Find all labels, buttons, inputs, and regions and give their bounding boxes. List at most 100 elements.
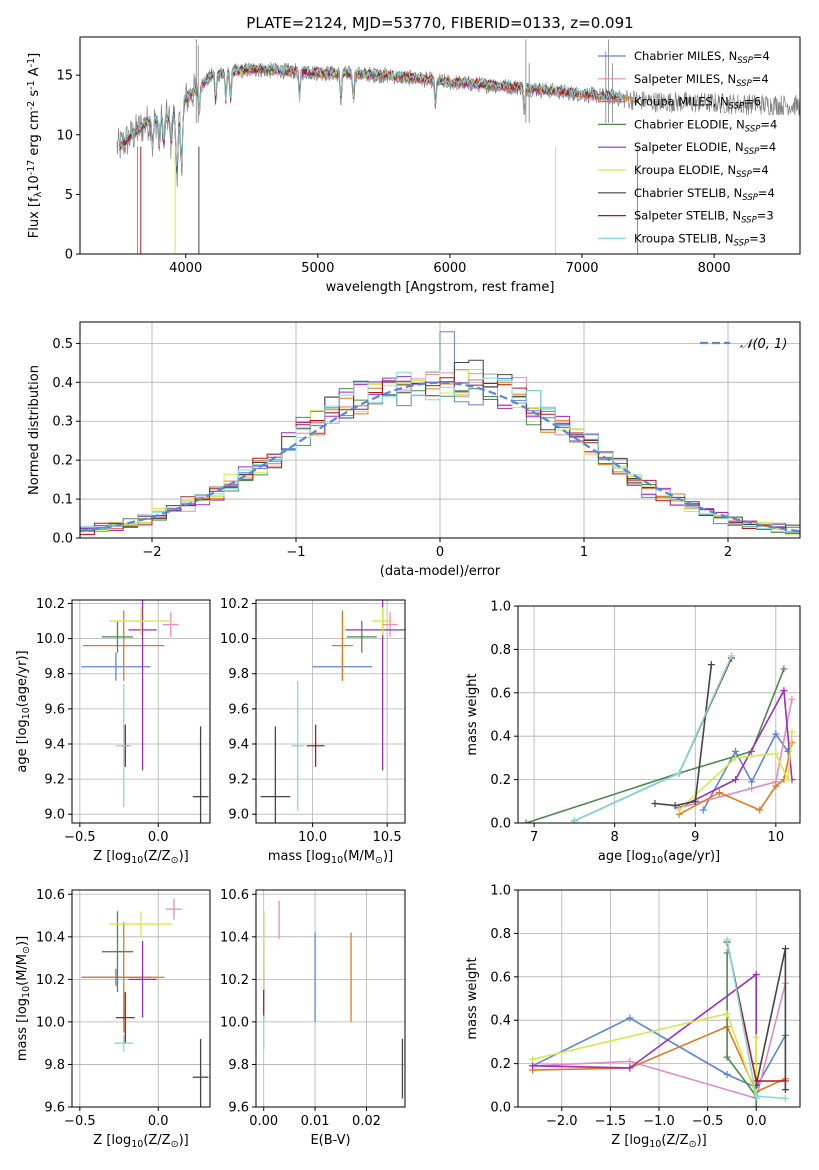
weight-line [654, 664, 713, 807]
y-tick-label: 0.4 [52, 376, 73, 391]
legend-entry: Kroupa ELODIE, NSSP=4 [634, 163, 769, 180]
y-tick-label: 10.4 [220, 930, 249, 945]
x-tick-label: −0.5 [64, 830, 96, 845]
axes-frame [71, 599, 211, 824]
panel-age-vs-mass: 10.0 10.5 9.0 9.2 9.4 9.6 9.8 10.0 10.2 mass [log… [220, 597, 406, 866]
errorbar-point [101, 621, 134, 653]
x-tick-label: 5000 [301, 261, 334, 276]
errorbar-point [291, 680, 304, 811]
weight-marker [752, 1092, 760, 1100]
y-axis-label: mass weight [465, 957, 480, 1039]
y-tick-label: 9.0 [228, 808, 249, 823]
y-tick-label: 0.8 [490, 643, 511, 658]
weight-marker [626, 1064, 634, 1072]
errorbar-point [128, 600, 157, 771]
x-tick-label: 8000 [698, 261, 731, 276]
weight-marker [780, 665, 788, 673]
histogram-series [80, 371, 800, 538]
y-tick-label: 10.2 [36, 973, 65, 988]
weight-marker [781, 1086, 789, 1094]
weight-marker [570, 817, 578, 823]
weight-marker [752, 1034, 760, 1042]
plot-area [80, 331, 800, 538]
y-axis-label: Normed distribution [27, 365, 42, 495]
x-tick-label: 0.02 [352, 1114, 381, 1129]
y-tick-label: 0.6 [490, 970, 511, 985]
x-tick-label: 10.0 [298, 830, 327, 845]
weight-line [532, 973, 758, 1069]
errorbar-point [331, 610, 353, 681]
weight-marker [748, 784, 756, 792]
x-tick-label: 10.5 [373, 830, 402, 845]
x-tick-label: 8 [611, 830, 619, 845]
y-tick-label: 9.6 [44, 702, 65, 717]
plot-area [263, 900, 404, 1099]
weight-marker [732, 747, 740, 755]
y-tick-label: 1.0 [490, 884, 511, 899]
weight-marker [752, 1103, 760, 1107]
weight-series [651, 661, 715, 810]
weight-marker [788, 695, 796, 703]
y-tick-label: 9.6 [44, 1101, 65, 1116]
weight-marker [651, 799, 659, 807]
weight-marker [529, 1055, 537, 1063]
weight-marker [529, 1062, 537, 1070]
weight-line [574, 657, 733, 822]
y-axis-label: mass [log10(M/M⊙)] [15, 936, 32, 1061]
y-tick-label: 0.6 [490, 686, 511, 701]
y-tick-label: 9.4 [44, 737, 65, 752]
x-tick-label: 2 [724, 545, 732, 560]
plot-area [529, 936, 789, 1107]
y-tick-label: 10.4 [36, 930, 65, 945]
x-tick-label: −2.0 [546, 1114, 578, 1129]
weight-marker [752, 971, 760, 979]
weight-line [574, 655, 733, 822]
errorbar-point [192, 1038, 209, 1107]
y-tick-label: 10.0 [220, 632, 249, 647]
panel-mass-weight-vs-Z: −2.0 −1.5 −1.0 −0.5 0.0 0.0 0.2 0.4 0.6 0.8 1.0 Z [… [465, 884, 801, 1150]
y-tick-label: 10.0 [36, 1015, 65, 1030]
legend-entry: Salpeter ELODIE, NSSP=4 [634, 140, 776, 157]
weight-marker [732, 754, 740, 762]
y-tick-label: 0.2 [52, 454, 73, 469]
y-tick-label: 0.2 [490, 773, 511, 788]
weight-marker [772, 750, 780, 758]
y-tick-label: 1.0 [490, 600, 511, 615]
weight-marker [522, 819, 530, 823]
errorbar-point [81, 652, 151, 681]
axes-frame [79, 36, 801, 255]
y-tick-label: 9.8 [228, 1058, 249, 1073]
x-axis-label: (data-model)/error [380, 564, 501, 579]
y-tick-label: 0.4 [490, 730, 511, 745]
x-tick-label: 0.01 [301, 1114, 330, 1129]
y-tick-label: 10.2 [220, 973, 249, 988]
weight-marker [781, 1077, 789, 1085]
y-tick-label: 9.8 [44, 1058, 65, 1073]
plot-area [81, 898, 209, 1107]
errorbar-point [109, 911, 173, 937]
errorbar-point [306, 724, 325, 767]
x-tick-label: −2 [142, 545, 161, 560]
y-tick-label: 0.4 [490, 1014, 511, 1029]
weight-marker [772, 782, 780, 790]
spectrum-model-line [119, 62, 622, 167]
axes-frame [71, 889, 211, 1108]
axes-frame [517, 605, 801, 824]
weight-marker [707, 661, 715, 669]
y-axis-label: Flux [fλ10-17 erg cm-2 s-1 A-1] [26, 53, 44, 238]
legend-entry: Kroupa STELIB, NSSP=3 [634, 231, 766, 248]
y-tick-label: 9.4 [228, 737, 249, 752]
x-axis-label: E(B-V) [310, 1133, 350, 1148]
x-tick-label: 0 [436, 545, 444, 560]
y-axis-label: age [log10(age/yr)] [15, 650, 32, 772]
y-tick-label: 15 [56, 69, 73, 84]
errorbar-point [115, 684, 132, 808]
normal-curve [80, 381, 800, 533]
errorbar-point [372, 607, 394, 636]
weight-marker [626, 1014, 634, 1022]
weight-marker [748, 778, 756, 786]
x-tick-label: 9 [691, 830, 699, 845]
x-tick-label: 6000 [433, 261, 466, 276]
weight-marker [784, 776, 792, 784]
